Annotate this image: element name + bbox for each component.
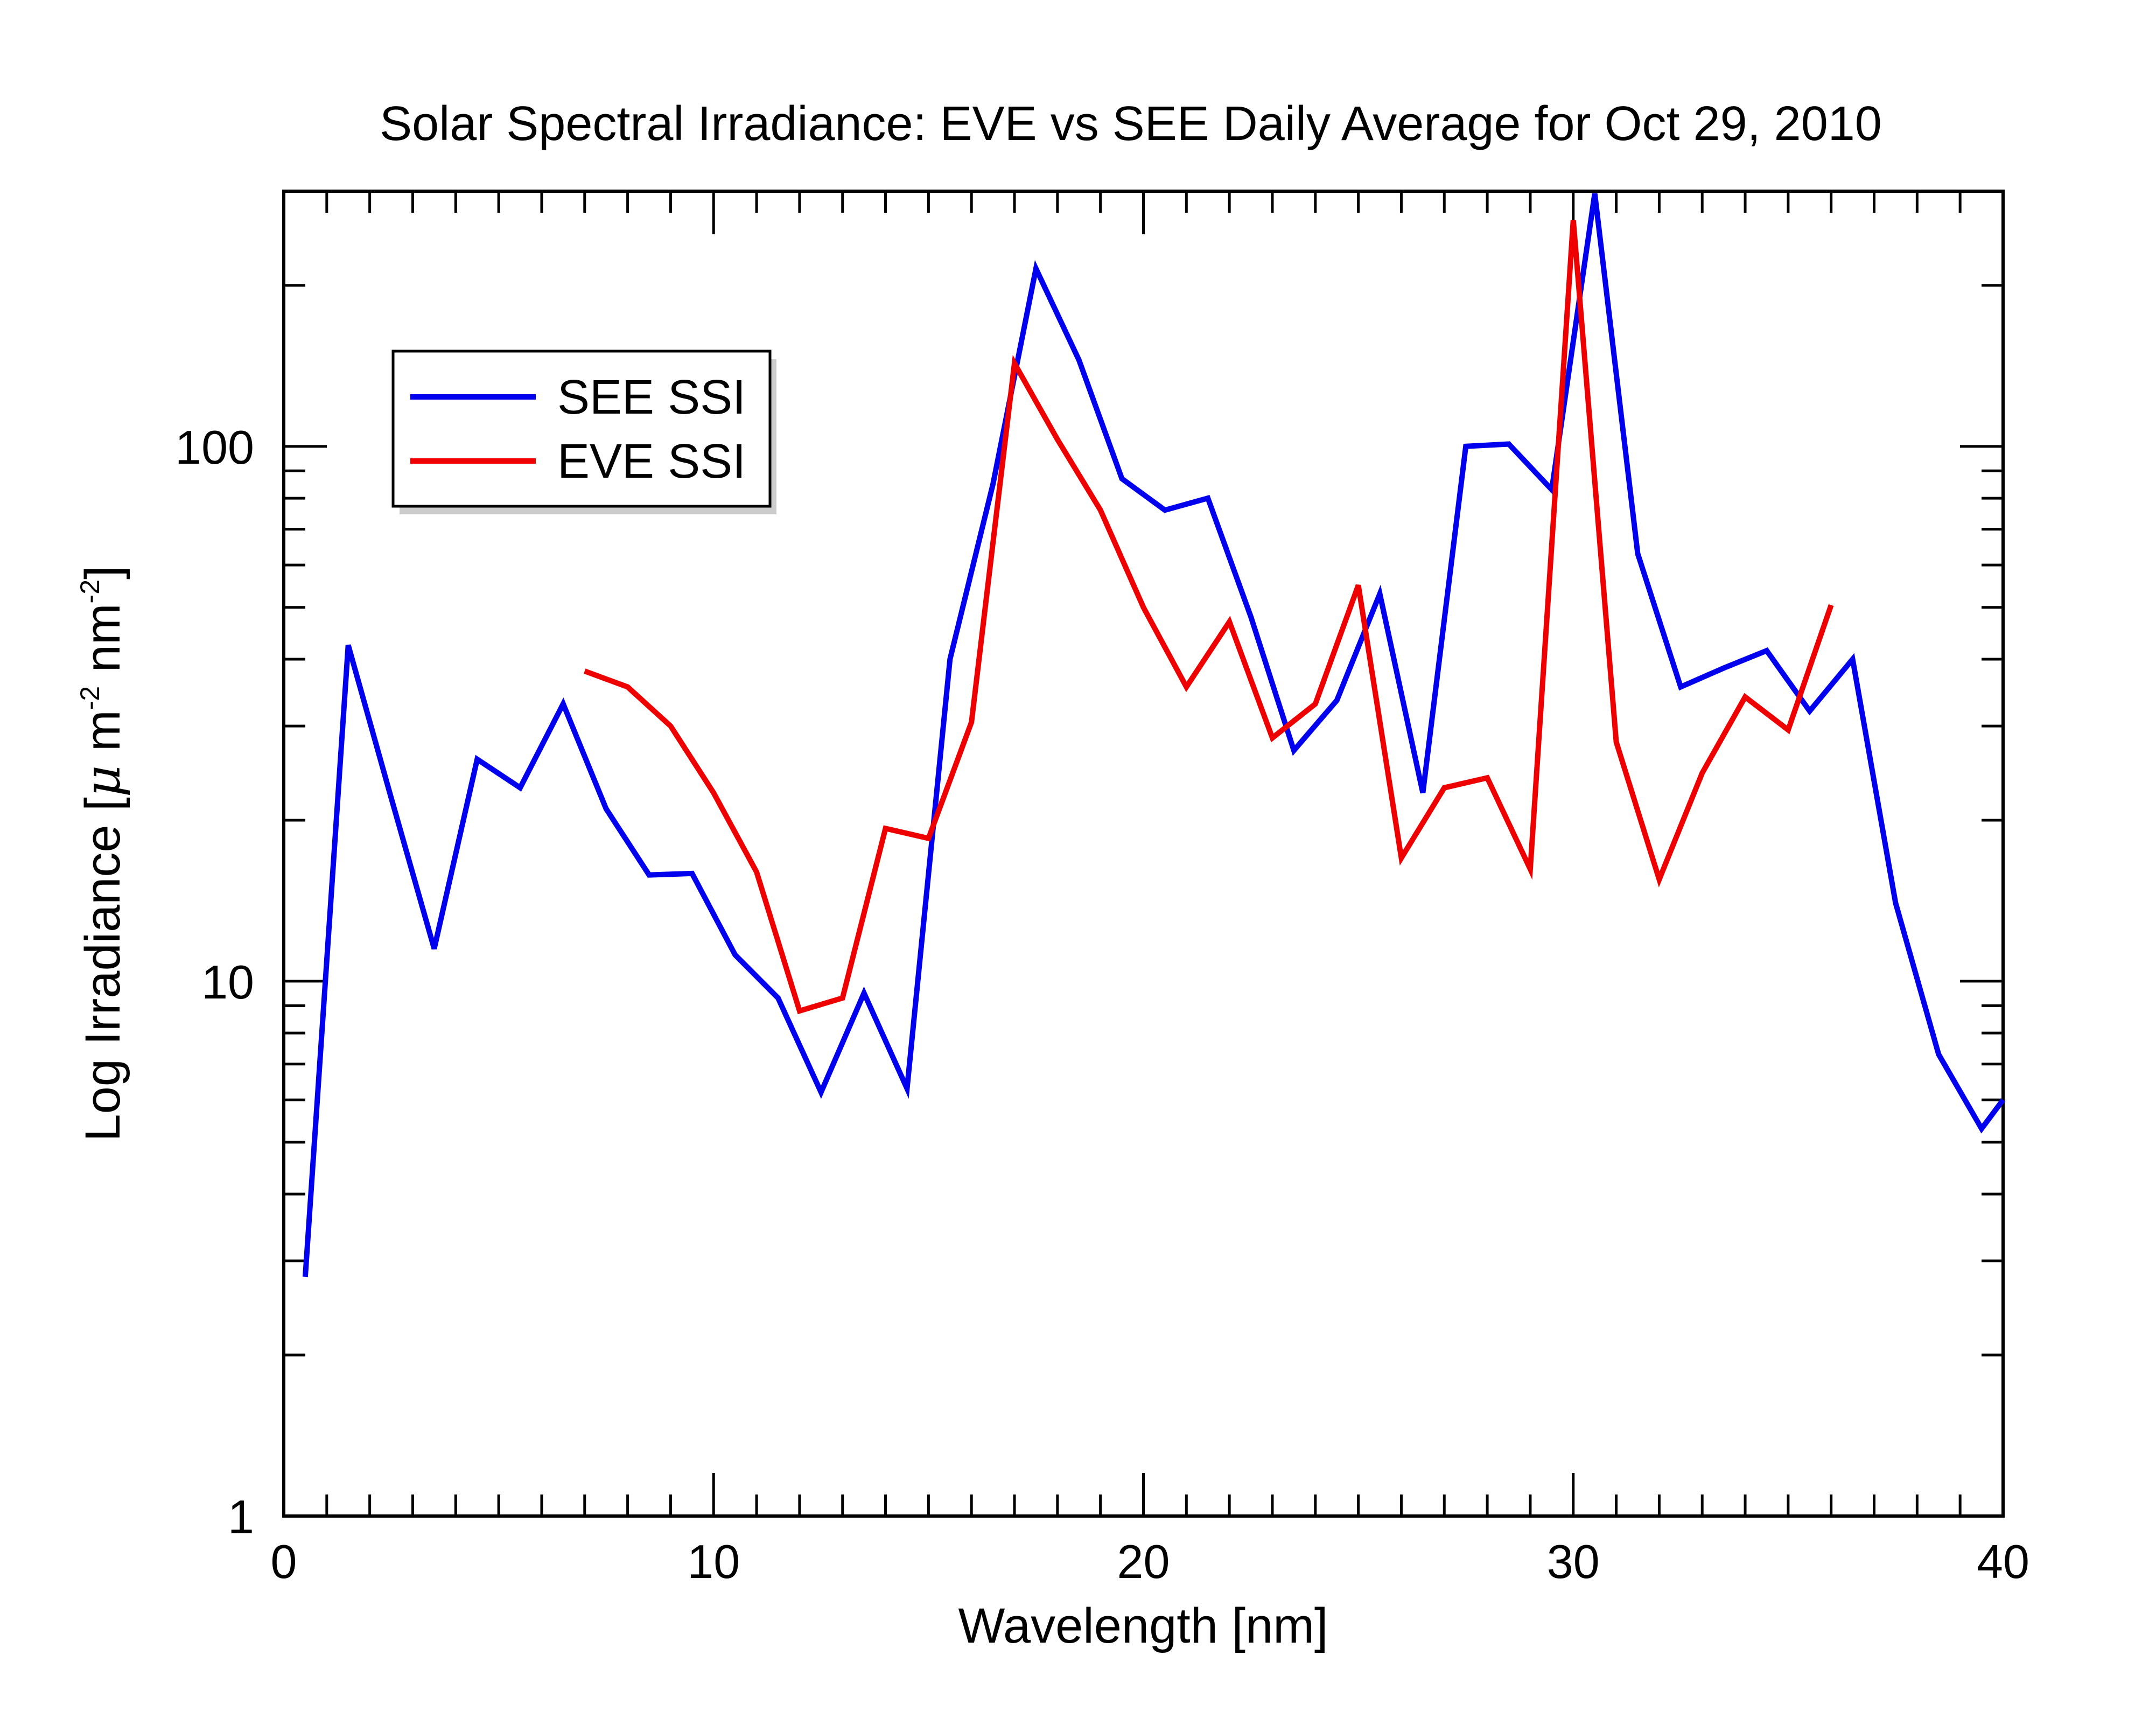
y-axis-label: Log Irradiance [μ m-2 nm-2] [74, 565, 131, 1141]
chart-title: Solar Spectral Irradiance: EVE vs SEE Da… [380, 97, 1882, 151]
x-axis-label: Wavelength [nm] [958, 1598, 1328, 1653]
x-tick-labels: 0 10 20 30 40 [271, 1535, 2029, 1588]
legend: SEE SSI EVE SSI [391, 350, 776, 514]
x-tick-label: 30 [1547, 1535, 1600, 1588]
x-minor-ticks [282, 191, 2005, 1516]
legend-label-eve: EVE SSI [557, 435, 746, 488]
x-tick-label: 10 [687, 1535, 740, 1588]
legend-box [391, 350, 772, 508]
y-axis-label-nm: nm [75, 603, 130, 686]
y-axis-label-m: m [75, 710, 130, 765]
y-axis-label-m-exp: -2 [75, 686, 105, 710]
legend-label-see: SEE SSI [557, 371, 746, 424]
plot-area: 0 10 20 30 40 1 10 100 [175, 190, 2029, 1588]
y-minor-ticks [284, 190, 2003, 1518]
y-axis-label-prefix: Log Irradiance [ [75, 797, 130, 1141]
y-axis-label-mu: μ [74, 765, 131, 797]
x-tick-label: 0 [271, 1535, 297, 1588]
series-line-eve-ssi [584, 220, 1834, 1015]
y-axis-label-suffix: ] [75, 565, 130, 579]
x-tick-label: 40 [1977, 1535, 2029, 1588]
y-axis-label-nm-exp: -2 [75, 579, 105, 603]
y-tick-label: 1 [228, 1490, 254, 1544]
series-layer [302, 193, 2006, 1277]
y-tick-label: 10 [201, 955, 254, 1009]
series-line-see-ssi [302, 193, 2006, 1277]
y-tick-labels: 1 10 100 [175, 421, 254, 1544]
x-tick-label: 20 [1117, 1535, 1170, 1588]
y-tick-label: 100 [175, 421, 254, 474]
